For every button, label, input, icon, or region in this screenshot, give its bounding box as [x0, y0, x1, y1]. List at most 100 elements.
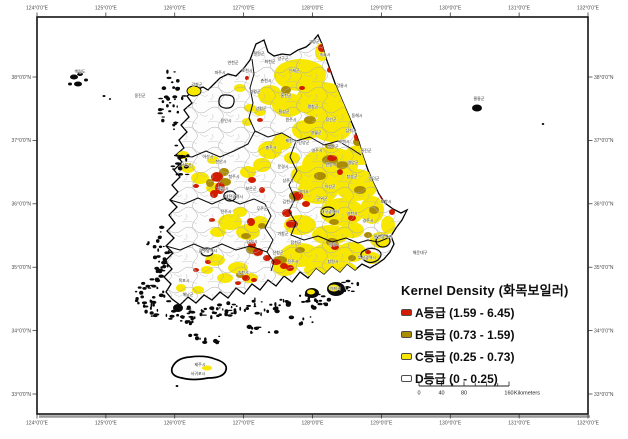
scale-bar-label: 160	[504, 391, 513, 397]
axis-label-right: 33°0'0"N	[594, 392, 614, 398]
district-label: 거제시	[329, 285, 340, 291]
island-dot	[313, 298, 317, 302]
island-dot	[170, 81, 174, 84]
island-dot	[172, 104, 175, 108]
axis-label-top: 124°0'0"E	[26, 6, 49, 12]
seoul-boundary	[218, 94, 235, 109]
axis-label-bottom: 129°0'0"E	[370, 421, 393, 427]
island-dot	[251, 326, 254, 330]
grade-b-swatch	[401, 331, 412, 338]
district-label: 남원시	[246, 238, 257, 244]
island-dot	[151, 300, 157, 304]
district-label: 서귀포시	[191, 370, 206, 376]
island-dot	[158, 260, 161, 263]
district-label: 밀양시	[328, 241, 339, 247]
island-dot	[199, 312, 203, 317]
district-label: 정선군	[325, 116, 336, 122]
jeju-island	[170, 355, 228, 387]
island-dot	[159, 225, 165, 229]
island-dot	[326, 297, 332, 302]
district-label: 영천시	[346, 210, 357, 216]
island-dot	[145, 284, 151, 288]
district-label: 전주시	[220, 208, 231, 214]
island-dot	[215, 307, 219, 311]
island-dot	[227, 309, 233, 312]
island-dot	[156, 308, 159, 312]
island-dot	[161, 100, 165, 104]
district-label: 포천시	[241, 67, 252, 73]
district-label: 강릉시	[336, 82, 347, 88]
legend-item-c: C등급 (0.25 - 0.73)	[401, 348, 601, 365]
island-dot	[279, 298, 283, 301]
district-label: 인제군	[288, 67, 299, 73]
axis-label-top: 129°0'0"E	[370, 6, 393, 12]
island-dot	[176, 111, 180, 114]
island-dot	[211, 311, 216, 314]
district-label: 상주시	[282, 177, 293, 183]
island-dot	[209, 306, 215, 311]
island-dot	[175, 86, 180, 91]
busan-boundary	[360, 247, 382, 264]
island-dot	[159, 294, 163, 297]
island-dot	[273, 330, 279, 334]
island-dot	[302, 317, 305, 321]
island-dot	[233, 308, 237, 312]
island-dot	[150, 315, 153, 317]
island-dot	[224, 312, 228, 317]
island-dot	[161, 116, 165, 118]
island-dot	[181, 315, 185, 319]
grade-c-swatch	[401, 353, 412, 360]
island-dot	[190, 317, 195, 321]
district-label: 포항시	[380, 198, 391, 204]
district-label: 보은군	[245, 186, 256, 191]
axis-label-top: 131°0'0"E	[508, 6, 531, 12]
island-dot	[172, 95, 178, 99]
district-label: 거창군	[277, 230, 288, 236]
island-dot	[175, 173, 178, 176]
legend-item-d: D등급 (0 - 0.25)	[401, 370, 601, 387]
district-label: 연천군	[227, 59, 238, 65]
island-dot	[174, 144, 179, 147]
axis-label-bottom: 128°0'0"E	[302, 421, 325, 427]
district-label: 화천군	[264, 58, 275, 64]
axis-label-top: 125°0'0"E	[95, 6, 118, 12]
island-dot	[250, 332, 254, 334]
island-dot	[163, 294, 166, 298]
island-dot	[202, 340, 208, 344]
island-dot	[166, 76, 172, 80]
scale-bar-label: 80	[461, 391, 467, 397]
island-dot	[162, 245, 165, 248]
legend-item-a: A등급 (1.59 - 6.45)	[401, 304, 601, 321]
legend-title: Kernel Density (화목보일러)	[401, 283, 569, 298]
island-dot	[168, 101, 172, 104]
island-dot	[158, 97, 164, 100]
island-dot	[144, 309, 148, 314]
island-dot	[149, 306, 152, 310]
island-dot	[239, 306, 242, 311]
district-label: 창원시	[327, 258, 338, 264]
island-dot	[218, 335, 221, 338]
district-label: 해운대구	[413, 249, 428, 255]
axis-label-bottom: 131°0'0"E	[508, 421, 531, 427]
island-dot	[149, 311, 154, 315]
district-label: 안동시	[325, 161, 336, 167]
axis-label-left: 33°0'0"N	[12, 392, 32, 398]
district-label: 춘천시	[260, 77, 271, 83]
district-label: 원주시	[285, 116, 296, 122]
island-dot	[147, 287, 152, 289]
district-label: 부산광역시	[358, 254, 377, 260]
island-dot	[162, 264, 167, 269]
district-label: 무주군	[256, 206, 267, 211]
island-dot	[176, 313, 180, 317]
district-label: 산청군	[272, 249, 283, 255]
island-dot	[317, 302, 323, 306]
island-dot	[158, 274, 164, 278]
district-label: 평창군	[307, 103, 318, 109]
grade-a-label: A등급 (1.59 - 6.45)	[415, 306, 515, 320]
district-label: 태백시	[338, 138, 349, 144]
island-dot	[173, 154, 179, 157]
district-label: 대전광역시	[225, 193, 244, 199]
island-dot	[166, 69, 169, 74]
district-label: 영월군	[310, 129, 321, 135]
